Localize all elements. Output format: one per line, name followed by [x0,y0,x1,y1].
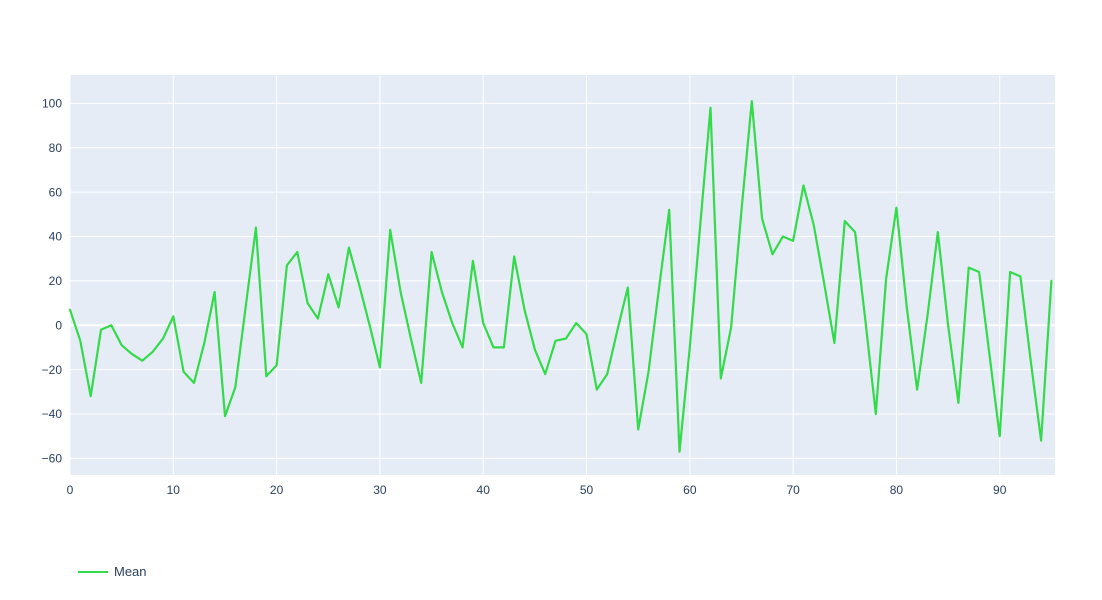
x-tick-label: 60 [683,483,697,497]
x-tick-label: 0 [67,483,74,497]
y-tick-label: 100 [42,97,62,111]
legend-label: Mean [114,564,147,579]
y-axis-tick-labels: −60 −40 −20 0 20 40 60 80 100 [42,97,63,466]
y-tick-label: 0 [55,318,62,332]
y-tick-label: 80 [49,141,63,155]
x-tick-label: 10 [167,483,181,497]
x-tick-label: 50 [580,483,594,497]
x-tick-label: 70 [786,483,800,497]
y-tick-label: −40 [42,407,63,421]
x-axis-tick-labels: 0 10 20 30 40 50 60 70 80 90 [67,483,1007,497]
mean-line-swatch-icon [78,571,108,573]
x-tick-label: 30 [373,483,387,497]
y-tick-label: 20 [49,274,63,288]
grid-lines [69,75,1055,475]
y-tick-label: −20 [42,363,63,377]
x-tick-label: 80 [890,483,904,497]
x-tick-label: 20 [270,483,284,497]
y-tick-label: −60 [42,452,63,466]
y-tick-label: 40 [49,230,63,244]
plot-area[interactable] [70,75,1055,475]
mean-series-line [68,100,1053,453]
series-lines [68,100,1053,453]
x-tick-label: 90 [993,483,1007,497]
x-tick-label: 40 [477,483,491,497]
y-tick-label: 60 [49,185,63,199]
legend-item-mean[interactable]: Mean [78,563,147,581]
